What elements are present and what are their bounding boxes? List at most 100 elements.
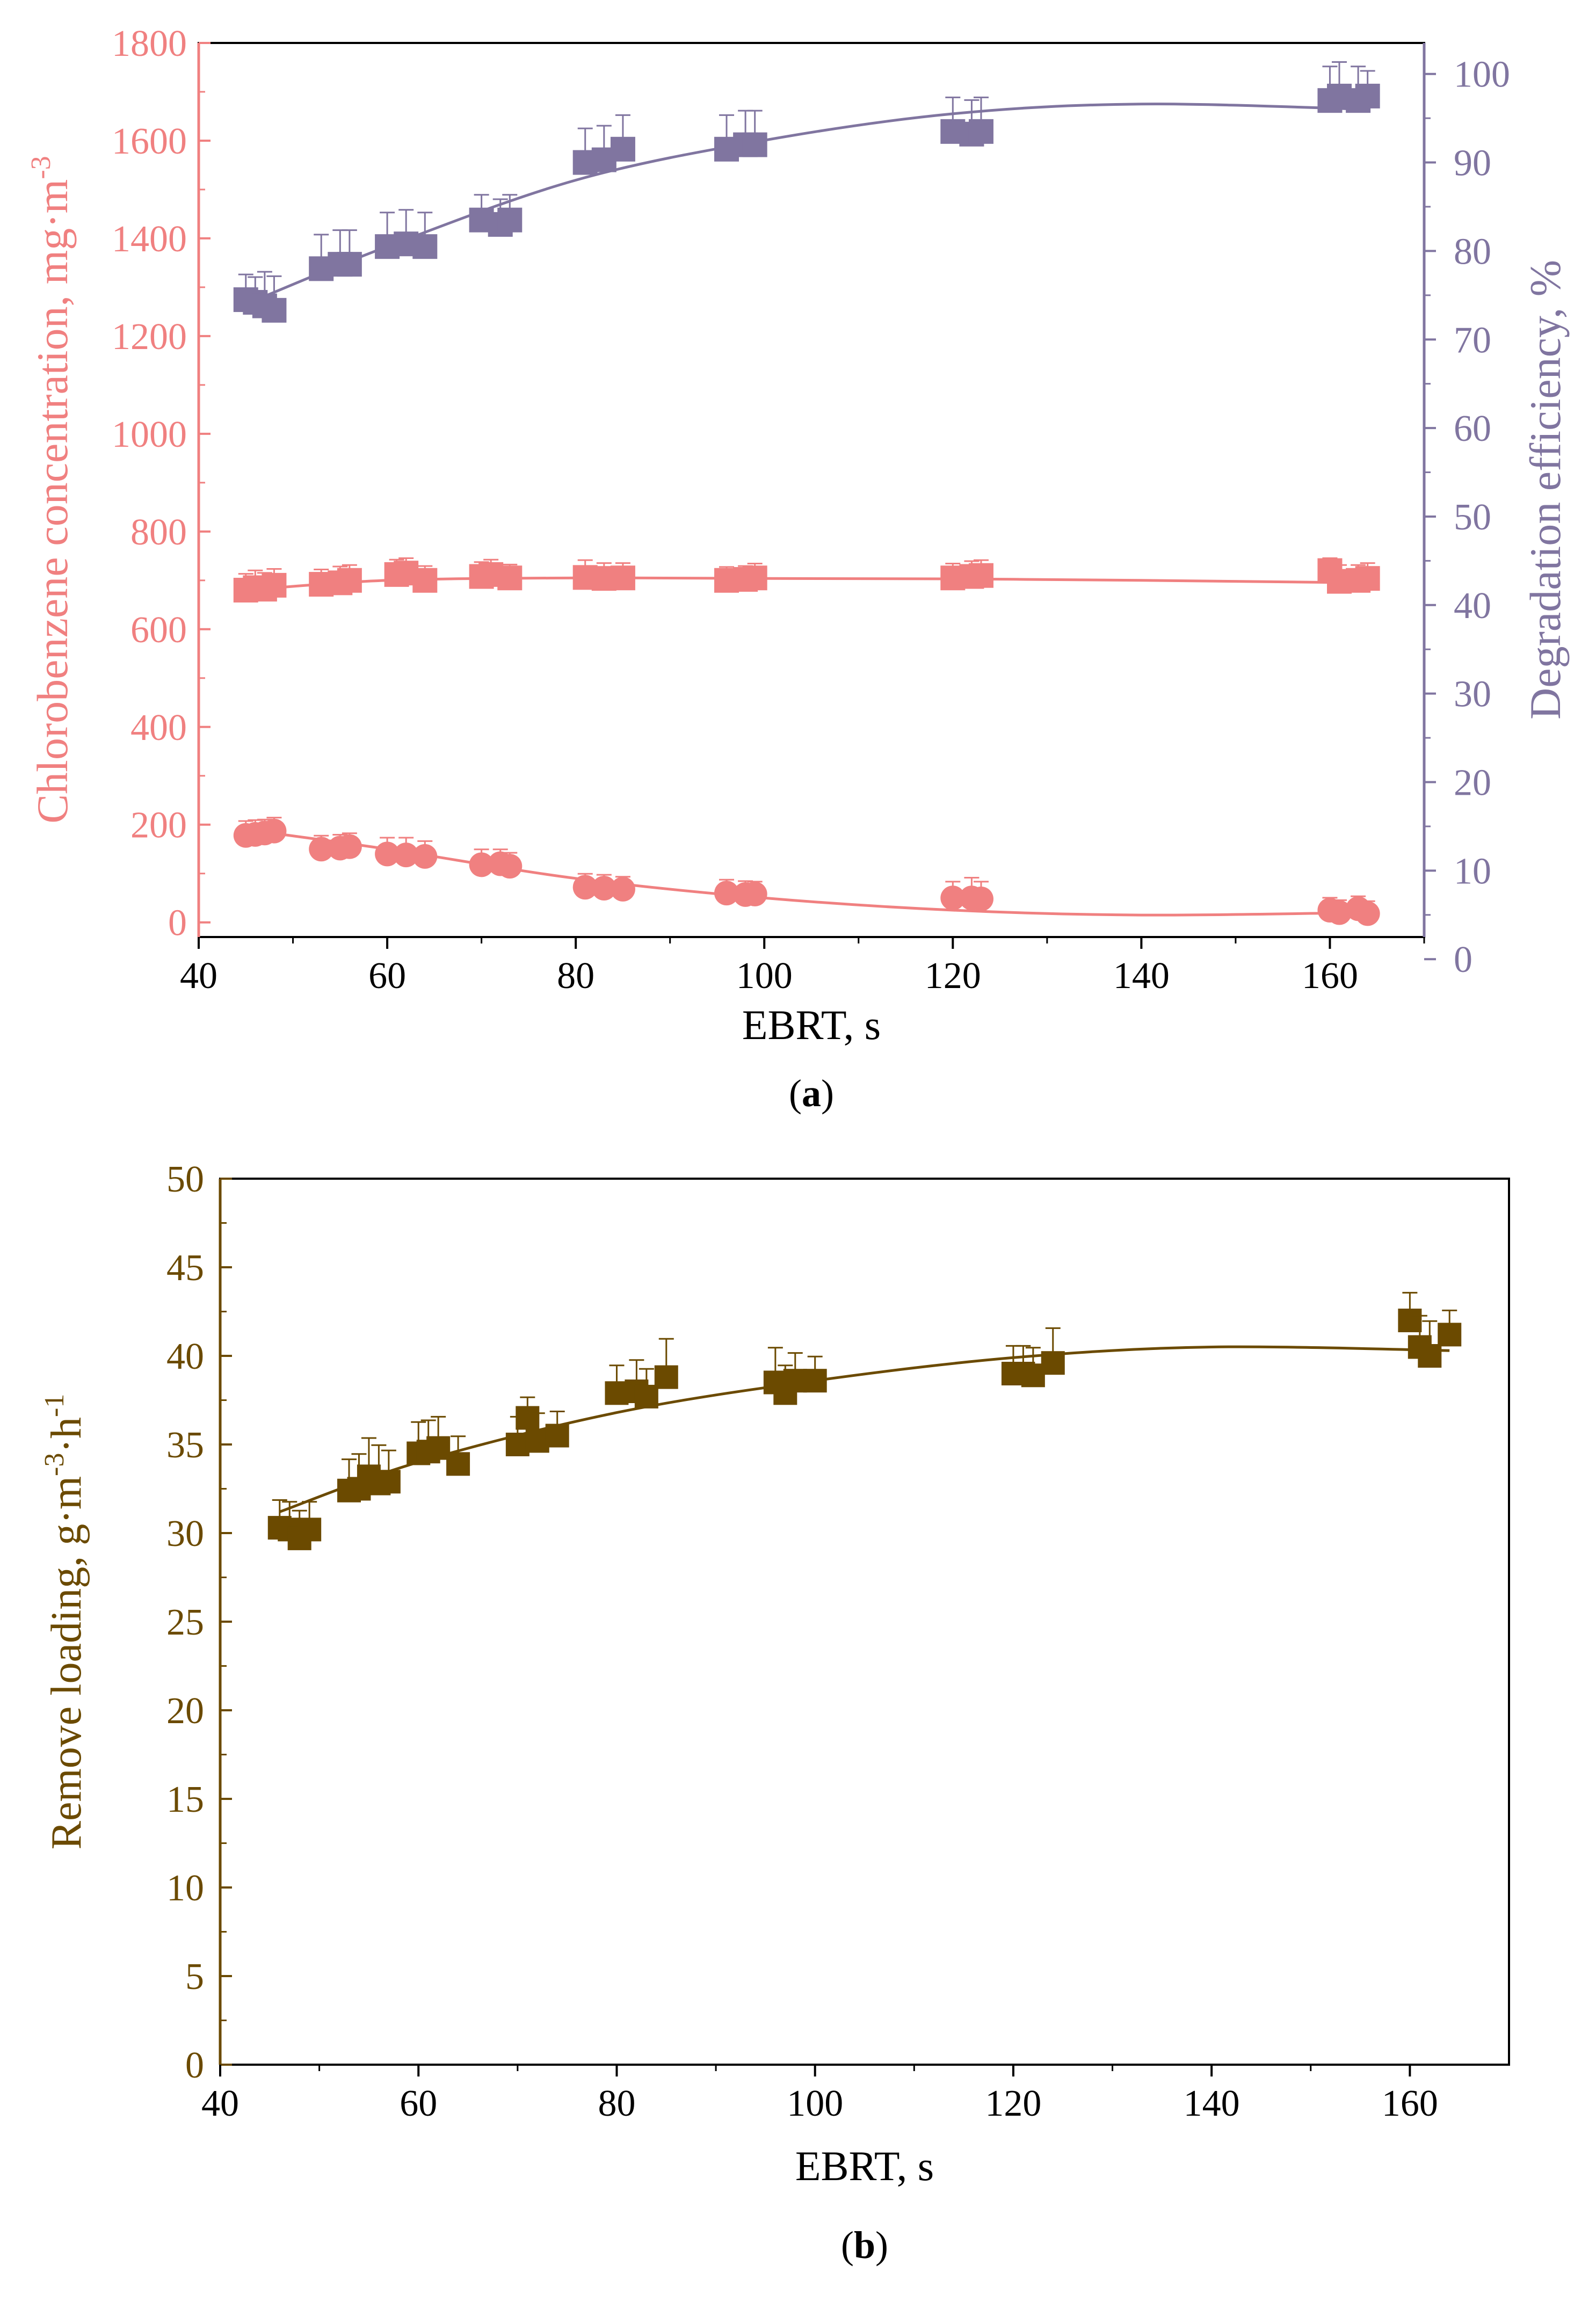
chart-b-x-tick-label: 100 [787,2083,843,2124]
chart-b-caption: (b) [841,2224,888,2267]
chart-b-point [376,1449,401,1494]
chart-b-y-tick-label: 10 [166,1868,204,1909]
chart-a-point-0 [337,564,362,593]
chart-a-right-y-tick-label: 30 [1454,674,1491,715]
chart-b-point [1418,1320,1442,1368]
chart-b-point [654,1338,678,1389]
chart-b-y-tick-label: 15 [166,1779,204,1820]
chart-a-x-tick-label: 160 [1302,955,1358,997]
chart-a-point-1 [610,876,635,902]
chart-a-left-y-tick-label: 0 [168,903,187,944]
chart-b-y-tick-label: 45 [166,1247,204,1289]
chart-a-point-1 [591,874,616,901]
chart-a-marker-square [1355,83,1380,108]
chart-b-marker-square [1418,1344,1442,1368]
chart-b-point [605,1364,629,1405]
chart-a-point-1 [309,834,334,862]
chart-a-marker-square [497,565,523,591]
chart-b-point [516,1396,540,1430]
chart-b-point [1021,1347,1045,1388]
chart-b-marker-square [446,1452,470,1476]
chart-b-marker-square [1021,1363,1045,1388]
chart-b-y-axis-label-sup2: -1 [39,1394,70,1417]
chart-a-left-y-tick-label: 1200 [112,316,187,358]
chart-b-marker-square [516,1406,540,1430]
chart-a-point-1 [262,817,287,844]
chart-b-point [525,1412,549,1453]
chart-a-right-y-tick-label: 100 [1454,54,1510,96]
chart-b-marker-square [505,1433,529,1456]
chart-a-marker-square [742,565,767,591]
chart-a-x-tick-label: 60 [368,955,406,997]
chart-a-marker-circle [469,852,494,877]
chart-a-marker-circle [1327,900,1352,925]
chart-a-left-y-tick-label: 600 [130,609,187,651]
chart-b-x-tick-label: 40 [201,2083,239,2124]
chart-b-x-tick-label: 120 [985,2083,1041,2124]
chart-b-marker-square [1398,1309,1422,1332]
chart-a-marker-circle [572,875,598,900]
chart-a-left-y-tick-label: 800 [130,512,187,553]
chart-a-x-tick-label: 120 [925,955,981,997]
chart-b-point [298,1501,322,1542]
chart-b-point [1041,1327,1065,1375]
chart-a-marker-square [262,297,287,323]
chart-a-marker-square [968,119,993,144]
chart-b-caption-letter: b [854,2224,875,2267]
chart-a-x-tick-label: 140 [1113,955,1170,997]
chart-a-point-1 [714,878,739,906]
chart-a-marker-circle [394,843,419,868]
chart-a-right-y-tick-label: 90 [1454,143,1491,184]
chart-b-y-axis-label: Remove loading, g·m-3·h-1 [39,1394,90,1850]
chart-b-marker-square [1041,1351,1065,1375]
chart-a-point-0 [968,559,993,588]
chart-a-point-0 [742,563,767,591]
chart-a-point-1 [394,837,419,868]
chart-a-left-y-tick-label: 200 [130,805,187,846]
chart-a-marker-circle [412,844,438,869]
chart-b-point [505,1415,529,1456]
chart-a-point-1 [572,873,598,900]
chart-b-y-axis-label-sup1: -3 [39,1453,70,1476]
chart-a-point-0 [610,562,635,591]
chart-a-point-2 [412,212,438,259]
chart-b-point [426,1415,451,1460]
chart-b-marker-square [654,1365,678,1389]
chart-a-marker-circle [591,876,616,901]
chart-a-left-y-axis-label-sup: -3 [26,156,56,179]
chart-a-marker-circle [337,834,362,859]
chart-b-x-tick-label: 140 [1184,2083,1240,2124]
chart-a-point-0 [262,568,287,598]
chart-a-point-2 [337,229,362,277]
chart-b-y-tick-label: 0 [185,2045,204,2086]
chart-a-point-2 [968,96,993,144]
chart-a-caption-letter: a [802,1072,821,1115]
chart-b-y-tick-label: 25 [166,1602,204,1643]
chart-a-left-y-tick-label: 1800 [112,23,187,64]
chart-a-left-y-axis-label-text: Chlorobenzene concentration, mg·m [28,179,77,824]
chart-a-point-0 [497,563,523,591]
chart-a-marker-circle [262,818,287,844]
chart-a-marker-square [968,563,993,588]
chart-b-marker-square [298,1517,322,1542]
chart-b-y-tick-label: 35 [166,1425,204,1466]
chart-b-marker-square [803,1369,827,1393]
chart-b-marker-square [545,1424,569,1448]
chart-a-x-axis-label: EBRT, s [742,1001,881,1048]
chart-a-marker-square [610,565,635,591]
chart-a-marker-circle [742,881,767,906]
chart-b-point [1438,1309,1462,1347]
chart-a-marker-circle [968,887,993,912]
chart-a-left-y-tick-label: 1000 [112,414,187,455]
chart-a-left-y-tick-label: 1400 [112,219,187,260]
chart-a-point-1 [469,848,494,877]
chart-a-marker-square [337,568,362,593]
chart-a-point-1 [337,832,362,859]
chart-a-marker-square [412,234,438,259]
chart-a-point-2 [262,275,287,323]
chart-a-point-1 [497,852,523,879]
chart-a-point-0 [412,565,438,593]
